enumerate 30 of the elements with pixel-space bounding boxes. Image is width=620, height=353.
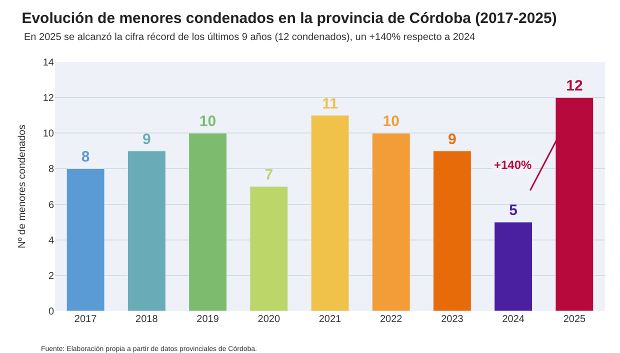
data-label: 8 <box>81 148 90 166</box>
data-label: 11 <box>322 95 338 112</box>
data-label: 12 <box>566 78 583 95</box>
y-tick-label: 6 <box>48 200 54 211</box>
chart-subtitle: En 2025 se alcanzó la cifra récord de los últimos 9 años (12 condenados), un +140% respecto a 2024 <box>24 32 476 43</box>
data-label: 7 <box>264 166 274 184</box>
x-tick-label: 2020 <box>258 314 280 325</box>
y-tick-label: 10 <box>42 128 54 140</box>
x-tick-label: 2021 <box>318 314 342 325</box>
x-tick-label: 2017 <box>74 314 98 325</box>
x-tick-label: 2022 <box>380 314 403 325</box>
y-tick-label: 14 <box>42 58 54 68</box>
x-tick-label: 2024 <box>502 314 525 325</box>
y-tick-label: 8 <box>48 164 54 176</box>
y-tick-label: 4 <box>48 235 54 246</box>
y-tick-label: 0 <box>48 306 54 318</box>
y-axis-title: Nº de menores condenados <box>16 124 28 248</box>
data-label: 5 <box>509 202 518 220</box>
annotation: +140% <box>494 158 532 172</box>
y-tick-label: 2 <box>48 270 54 282</box>
data-label: 10 <box>382 113 400 130</box>
x-tick-label: 2025 <box>563 314 586 325</box>
y-tick-label: 12 <box>42 93 54 104</box>
data-label: 9 <box>448 130 456 148</box>
data-label: 10 <box>199 113 216 130</box>
x-tick-label: 2019 <box>196 314 220 325</box>
x-tick-label: 2018 <box>136 314 158 325</box>
data-label: 9 <box>142 130 151 148</box>
chart-title: Evolución de menores condenados en la provincia de Córdoba (2017-2025) <box>22 10 557 27</box>
x-tick-label: 2023 <box>441 314 464 325</box>
